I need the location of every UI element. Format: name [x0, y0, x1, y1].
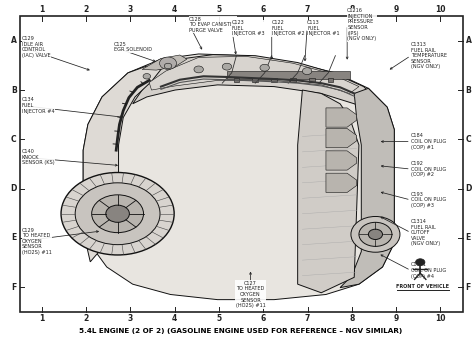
Text: 8: 8	[349, 5, 355, 14]
Circle shape	[368, 229, 383, 239]
Polygon shape	[149, 56, 359, 93]
Circle shape	[260, 64, 269, 71]
Circle shape	[91, 195, 144, 233]
Text: C: C	[465, 135, 471, 144]
Text: C129
IDLE AIR
CONTROL
(IAC) VALVE: C129 IDLE AIR CONTROL (IAC) VALVE	[22, 36, 51, 58]
Text: FRONT OF VEHICLE: FRONT OF VEHICLE	[396, 284, 449, 289]
Text: C193
COIL ON PLUG
(COP) #3: C193 COIL ON PLUG (COP) #3	[411, 192, 446, 208]
Text: C129
TO HEATED
OXYGEN
SENSOR
(HO2S) #11: C129 TO HEATED OXYGEN SENSOR (HO2S) #11	[22, 227, 52, 255]
Text: A: A	[11, 36, 17, 45]
Bar	[290, 78, 296, 82]
Polygon shape	[83, 54, 394, 300]
Text: 5: 5	[216, 5, 221, 14]
Text: 6: 6	[261, 5, 266, 14]
Text: 7: 7	[305, 5, 310, 14]
Text: C127
TO HEATED
OXYGEN
SENSOR
(HO2S) #11: C127 TO HEATED OXYGEN SENSOR (HO2S) #11	[236, 281, 265, 308]
Polygon shape	[340, 88, 394, 288]
Bar	[19, 16, 463, 312]
Polygon shape	[83, 66, 161, 262]
Text: 1: 1	[39, 314, 45, 323]
Bar	[253, 78, 258, 82]
Circle shape	[302, 68, 312, 75]
Text: 10: 10	[435, 314, 446, 323]
Text: 3: 3	[128, 5, 133, 14]
Text: 7: 7	[305, 314, 310, 323]
Text: 2: 2	[83, 314, 89, 323]
Text: F: F	[465, 283, 471, 292]
Circle shape	[143, 73, 151, 79]
Polygon shape	[142, 55, 187, 70]
Circle shape	[359, 222, 392, 246]
Text: 6: 6	[261, 314, 266, 323]
Circle shape	[351, 216, 400, 252]
Text: D: D	[10, 184, 17, 193]
Bar	[227, 71, 349, 79]
Text: C: C	[11, 135, 17, 144]
Polygon shape	[326, 173, 356, 193]
Circle shape	[222, 63, 232, 70]
Polygon shape	[326, 108, 356, 127]
Text: B: B	[465, 86, 471, 95]
Text: E: E	[11, 233, 17, 242]
Text: C140
KNOCK
SENSOR (KS): C140 KNOCK SENSOR (KS)	[22, 149, 55, 165]
Bar	[271, 78, 277, 82]
Text: 9: 9	[393, 314, 399, 323]
Text: 5: 5	[216, 314, 221, 323]
Polygon shape	[326, 151, 356, 170]
Text: A: A	[465, 36, 471, 45]
Text: C1216
INJECTION
PRESSURE
SENSOR
(IPS)
(NGV ONLY): C1216 INJECTION PRESSURE SENSOR (IPS) (N…	[347, 8, 376, 41]
Text: 9: 9	[393, 5, 399, 14]
Bar	[309, 78, 315, 82]
Text: 1: 1	[39, 5, 45, 14]
Text: D: D	[465, 184, 472, 193]
Text: C1321
COIL ON PLUG
(COP) #4: C1321 COIL ON PLUG (COP) #4	[411, 262, 446, 278]
Text: C128
TO EVAP CANISTER
PURGE VALVE: C128 TO EVAP CANISTER PURGE VALVE	[189, 17, 237, 33]
Circle shape	[106, 205, 129, 222]
Circle shape	[61, 172, 174, 255]
Text: C1313
FUEL RAIL
TEMPERATURE
SENSOR
(NGV ONLY): C1313 FUEL RAIL TEMPERATURE SENSOR (NGV …	[411, 42, 447, 69]
Text: 8: 8	[349, 314, 355, 323]
Polygon shape	[133, 55, 378, 114]
Text: 4: 4	[172, 5, 177, 14]
Text: C123
FUEL
INJECTOR #3: C123 FUEL INJECTOR #3	[232, 20, 264, 36]
Text: C192
COIL ON PLUG
(COP) #2: C192 COIL ON PLUG (COP) #2	[411, 161, 446, 177]
Text: 2: 2	[83, 5, 89, 14]
Polygon shape	[326, 129, 356, 148]
Text: B: B	[11, 86, 17, 95]
Text: 4: 4	[172, 314, 177, 323]
Polygon shape	[298, 90, 359, 293]
Circle shape	[194, 66, 203, 73]
Text: 10: 10	[435, 5, 446, 14]
Bar	[234, 78, 239, 82]
Circle shape	[75, 183, 160, 245]
Circle shape	[160, 57, 176, 69]
Text: 5.4L ENGINE (2 OF 2) (GASOLINE ENGINE USED FOR REFERENCE – NGV SIMILAR): 5.4L ENGINE (2 OF 2) (GASOLINE ENGINE US…	[80, 327, 403, 334]
Text: C113
FUEL
INJECTOR #1: C113 FUEL INJECTOR #1	[307, 20, 340, 36]
Circle shape	[416, 259, 425, 266]
Text: C184
COIL ON PLUG
(COP) #1: C184 COIL ON PLUG (COP) #1	[411, 134, 446, 150]
Text: C134
FUEL
INJECTOR #4: C134 FUEL INJECTOR #4	[22, 97, 55, 114]
Text: F: F	[11, 283, 17, 292]
Text: 3: 3	[128, 314, 133, 323]
Text: C125
EGR SOLENOID: C125 EGR SOLENOID	[114, 42, 152, 52]
Text: C1314
FUEL RAIL
CUTOFF
VALVE
(NGV ONLY): C1314 FUEL RAIL CUTOFF VALVE (NGV ONLY)	[411, 219, 440, 246]
Bar	[328, 78, 334, 82]
Text: C122
FUEL
INJECTOR #2: C122 FUEL INJECTOR #2	[272, 20, 304, 36]
Circle shape	[164, 63, 172, 69]
Text: E: E	[465, 233, 471, 242]
